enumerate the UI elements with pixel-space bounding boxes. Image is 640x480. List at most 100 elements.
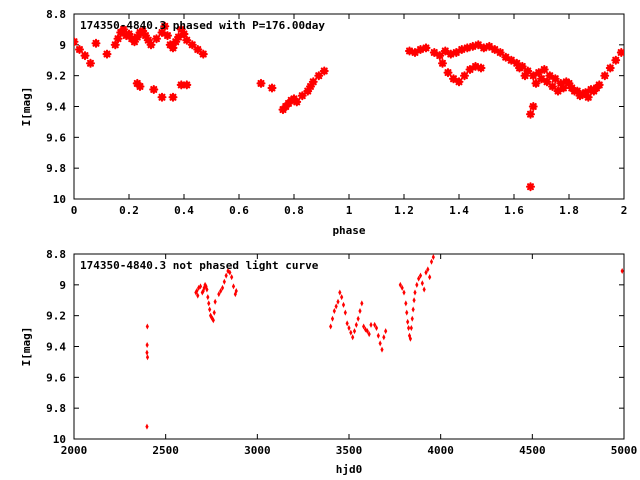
data-point [91, 38, 101, 48]
data-point [405, 46, 414, 56]
data-point [145, 323, 149, 330]
data-point [426, 266, 430, 273]
data-point [495, 48, 505, 57]
x-tick-label: 1.2 [394, 204, 414, 217]
data-point [145, 354, 150, 361]
data-point [330, 315, 335, 322]
data-point [234, 288, 238, 294]
data-point [484, 41, 494, 51]
data-point [212, 309, 216, 316]
data-point [404, 300, 408, 307]
data-point [406, 325, 411, 331]
data-point [135, 82, 145, 91]
data-point [343, 309, 347, 316]
data-point [490, 45, 500, 54]
data-point [411, 306, 415, 313]
data-point [362, 323, 366, 330]
data-point [198, 49, 208, 59]
data-point [329, 323, 333, 330]
y-tick-label: 9 [59, 279, 66, 292]
x-tick-label: 3000 [244, 444, 271, 457]
data-point [376, 332, 380, 339]
data-point [141, 31, 150, 41]
data-point [479, 43, 489, 53]
y-tick-label: 9.2 [46, 70, 66, 83]
y-tick-label: 9 [59, 39, 66, 52]
data-point [542, 77, 552, 87]
data-point [515, 63, 524, 73]
data-point [179, 29, 189, 39]
data-point [119, 24, 128, 34]
data-point [168, 43, 178, 53]
y-tick-label: 10 [53, 433, 66, 446]
data-point [145, 349, 149, 356]
data-point [476, 63, 486, 73]
data-point [208, 306, 212, 313]
data-point [429, 48, 439, 57]
data-point [193, 45, 203, 54]
data-point [356, 315, 360, 322]
data-point [132, 32, 142, 42]
data-point [205, 286, 209, 293]
data-point [559, 83, 568, 93]
data-point [354, 321, 358, 328]
data-point [168, 92, 178, 102]
data-point [424, 269, 428, 276]
data-point [462, 43, 472, 53]
data-point [620, 267, 624, 274]
data-point [176, 24, 186, 34]
data-point [446, 49, 456, 59]
y-tick-label: 9.4 [46, 341, 66, 354]
data-point [592, 83, 601, 93]
data-point [398, 281, 402, 288]
data-point [340, 294, 344, 301]
x-tick-label: 1 [346, 204, 353, 217]
data-point [539, 65, 549, 74]
data-point [124, 29, 134, 39]
y-axis-label: I[mag] [20, 327, 33, 367]
data-point [222, 278, 226, 285]
data-point [384, 328, 388, 335]
data-point [616, 48, 624, 57]
data-point [349, 329, 353, 336]
data-point [352, 328, 357, 335]
data-point [157, 28, 167, 37]
data-point [297, 91, 307, 101]
data-point [224, 272, 228, 279]
data-point [586, 85, 596, 94]
data-point [360, 300, 364, 307]
data-point [152, 34, 161, 44]
data-point [506, 55, 516, 65]
data-point [187, 40, 197, 50]
data-point [417, 275, 421, 282]
data-point [211, 317, 215, 324]
data-point [336, 298, 340, 305]
data-point [531, 78, 541, 88]
y-tick-label: 9.6 [46, 371, 66, 384]
data-point [130, 37, 139, 47]
data-point [575, 91, 585, 101]
data-point [314, 71, 324, 81]
chart-panel-2: 2000 2500 3000 3500 4000 4500 5000 8.8 9 9.2 9.4 9.… [20, 248, 637, 476]
data-point [520, 71, 530, 81]
data-point [460, 71, 469, 81]
data-point [422, 286, 426, 293]
data-point [230, 274, 234, 281]
data-point [418, 272, 423, 279]
data-point [213, 298, 217, 305]
data-point [600, 71, 610, 81]
data-point [402, 289, 406, 296]
x-tick-label: 0.8 [284, 204, 304, 217]
x-axis-label: hjd0 [336, 463, 363, 476]
data-point [526, 109, 535, 119]
data-point [365, 328, 369, 335]
data-point [400, 284, 404, 291]
data-point [443, 68, 453, 78]
data-point [408, 335, 413, 342]
data-point [369, 321, 373, 328]
data-point [528, 71, 538, 81]
y-axis-label: I[mag] [20, 87, 33, 127]
data-point [501, 52, 511, 62]
